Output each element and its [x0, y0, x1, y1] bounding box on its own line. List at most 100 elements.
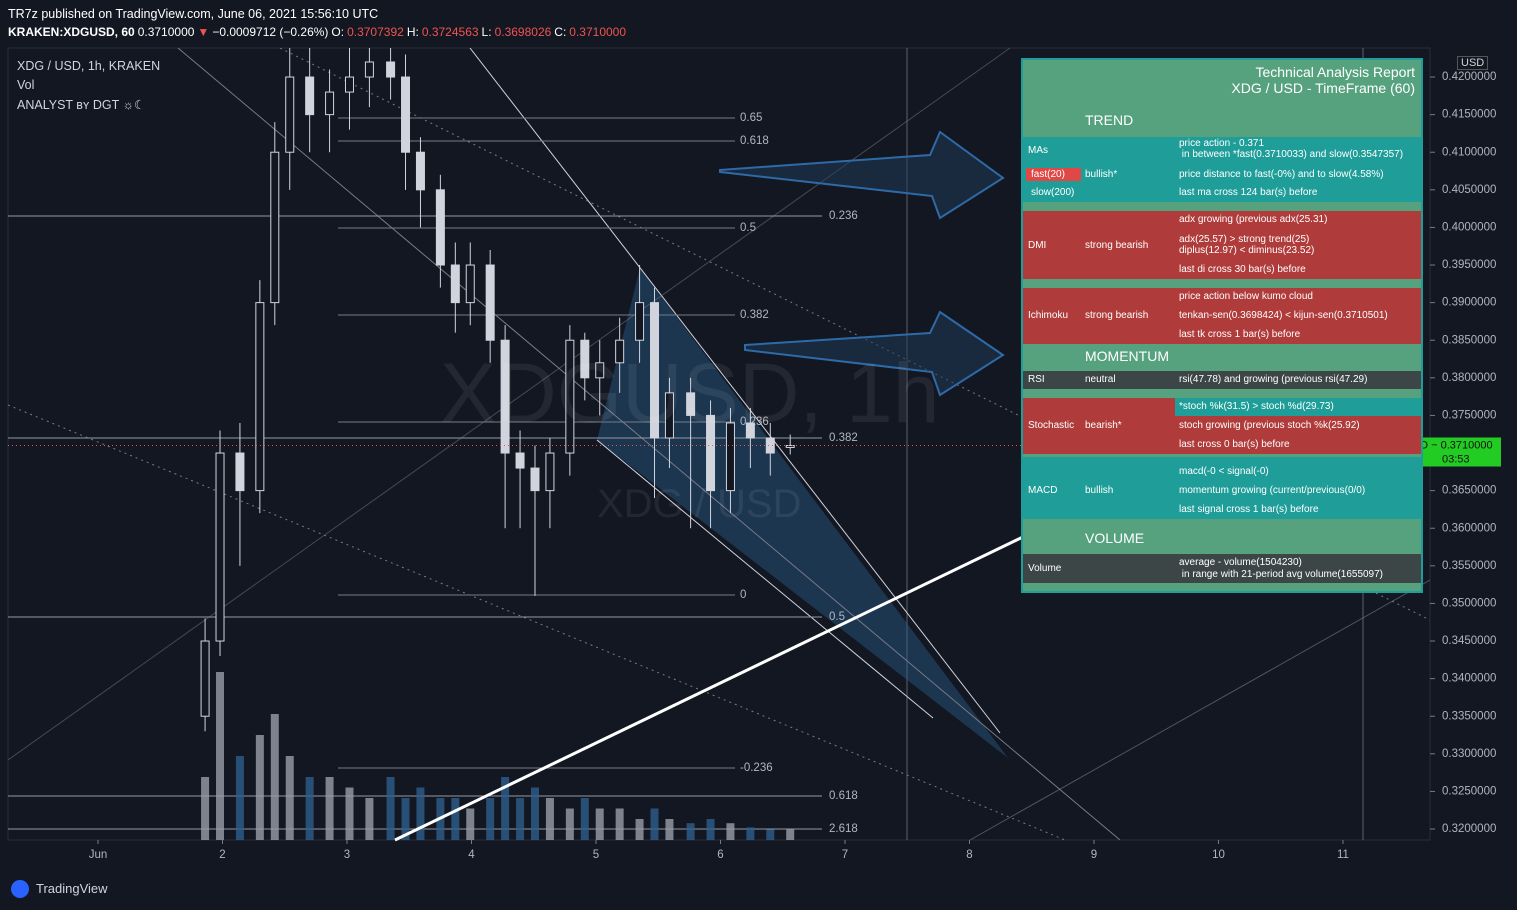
y-tick-label: 0.4200000	[1442, 71, 1496, 83]
candle-body	[465, 264, 475, 304]
quote-part: 0.3724563	[421, 25, 479, 39]
volume-bar	[545, 798, 554, 840]
candle-body	[235, 452, 245, 492]
candle-body	[305, 76, 315, 116]
quote-part: O:	[331, 25, 345, 39]
row-label: Stochastic	[1028, 420, 1075, 431]
candle-body	[580, 339, 590, 379]
y-tick-label: 0.3500000	[1442, 597, 1496, 609]
trendline	[469, 48, 1001, 734]
report-row	[1023, 211, 1421, 279]
row-text: adx(25.57) > strong trend(25)	[1179, 234, 1310, 245]
trendline	[177, 48, 1121, 840]
volume-bar	[530, 787, 539, 840]
volume-bar	[345, 787, 354, 840]
x-tick-label: 5	[593, 849, 599, 861]
volume-bar	[386, 777, 395, 840]
fib-label: 0.382	[740, 309, 769, 321]
published: TR7z published on TradingView.com, June …	[8, 7, 379, 21]
y-tick-label: 0.3900000	[1442, 297, 1496, 309]
row-status: bearish*	[1085, 420, 1122, 431]
fib-label: 0.382	[829, 432, 858, 444]
row-text: last ma cross 124 bar(s) before	[1179, 187, 1318, 198]
volume-bar	[501, 777, 510, 840]
ma-label: slow(200)	[1031, 187, 1075, 198]
legend-item: ANALYST ʙʏ DGT ☼☾	[17, 98, 146, 112]
volume-bar	[305, 777, 314, 840]
candle-body	[325, 91, 335, 116]
section-title: TREND	[1085, 112, 1134, 128]
price-countdown: 03:53	[1442, 453, 1470, 465]
report-row	[1023, 457, 1421, 519]
legend-item: Vol	[17, 78, 35, 92]
y-tick-label: 0.3250000	[1442, 785, 1496, 797]
y-tick-label: 0.3200000	[1442, 823, 1496, 835]
row-text: rsi(47.78) and growing (previous rsi(47.…	[1179, 374, 1368, 385]
row-label: DMI	[1028, 240, 1047, 251]
fib-label: 0.236	[829, 210, 858, 222]
candle-body	[435, 189, 445, 266]
report-panel: Technical Analysis Report XDG / USD - Tim…	[1021, 58, 1423, 593]
quote-part: 0.3707392	[347, 25, 404, 39]
legend-item: XDG / USD, 1h, KRAKEN	[17, 59, 161, 73]
row-text: macd(-0 < signal(-0)	[1179, 466, 1269, 477]
volume-bar	[766, 829, 775, 840]
y-tick-label: 0.4050000	[1442, 184, 1496, 196]
y-tick-label: 0.4000000	[1442, 221, 1496, 233]
volume-bar	[365, 798, 374, 840]
report-row	[1023, 137, 1421, 202]
candle-body	[785, 445, 795, 448]
report-title: XDG / USD - TimeFrame (60)	[1231, 80, 1415, 96]
report-row	[1023, 371, 1421, 389]
candle-body	[706, 414, 716, 492]
brand-logo	[11, 880, 29, 898]
arrow	[719, 130, 1005, 220]
row-text: last tk cross 1 bar(s) before	[1179, 329, 1301, 340]
candle-body	[565, 339, 575, 454]
candle-body	[270, 151, 280, 304]
volume-bar	[201, 777, 210, 840]
candle-body	[650, 302, 660, 439]
fib-label: 2.618	[829, 823, 858, 835]
y-tick-label: 0.3850000	[1442, 334, 1496, 346]
fib-label: 0.618	[829, 790, 858, 802]
quote-part: L:	[481, 25, 492, 39]
row-status: bullish*	[1085, 169, 1118, 180]
row-text: diplus(12.97) < diminus(23.52)	[1179, 245, 1315, 256]
row-text: momentum growing (current/previous(0/0)	[1179, 485, 1366, 496]
y-tick-label: 0.3450000	[1442, 635, 1496, 647]
report-title: Technical Analysis Report	[1255, 64, 1415, 80]
y-tick-label: 0.3950000	[1442, 259, 1496, 271]
row-status: strong bearish	[1085, 310, 1149, 321]
x-tick-label: Jun	[89, 849, 108, 861]
row-text: last di cross 30 bar(s) before	[1179, 264, 1306, 275]
row-text: average - volume(1504230)	[1179, 557, 1302, 568]
y-tick-label: 0.3550000	[1442, 560, 1496, 572]
quote-part: H:	[406, 25, 419, 39]
quote-part: ▼	[197, 25, 210, 39]
ma-label: fast(20)	[1026, 168, 1081, 181]
x-tick-label: 3	[344, 849, 350, 861]
candle-body	[200, 640, 210, 717]
row-text: price action - 0.371	[1179, 138, 1265, 149]
y-tick-label: 0.3650000	[1442, 485, 1496, 497]
row-text: *stoch %k(31.5) > stoch %d(29.73)	[1179, 401, 1334, 412]
candle-body	[635, 302, 645, 341]
dotted-line	[8, 404, 1066, 840]
watermark: XDGUSD, 1h	[440, 346, 940, 440]
x-tick-label: 2	[219, 849, 225, 861]
row-text: last signal cross 1 bar(s) before	[1179, 504, 1319, 515]
axis-unit: USD	[1457, 56, 1489, 70]
candle-body	[664, 392, 674, 439]
quote-part: 0.3698026	[494, 25, 552, 39]
candle-body	[765, 437, 775, 454]
volume-bar	[451, 798, 460, 840]
volume-bar	[401, 798, 410, 840]
candle-body	[386, 61, 396, 78]
volume-bar	[580, 798, 589, 840]
channel	[597, 268, 1008, 758]
series: 0.650.6180.50.3820.2360-0.2360.2360.3820…	[8, 48, 858, 840]
report-row	[1023, 554, 1421, 583]
candle-body	[450, 264, 460, 304]
